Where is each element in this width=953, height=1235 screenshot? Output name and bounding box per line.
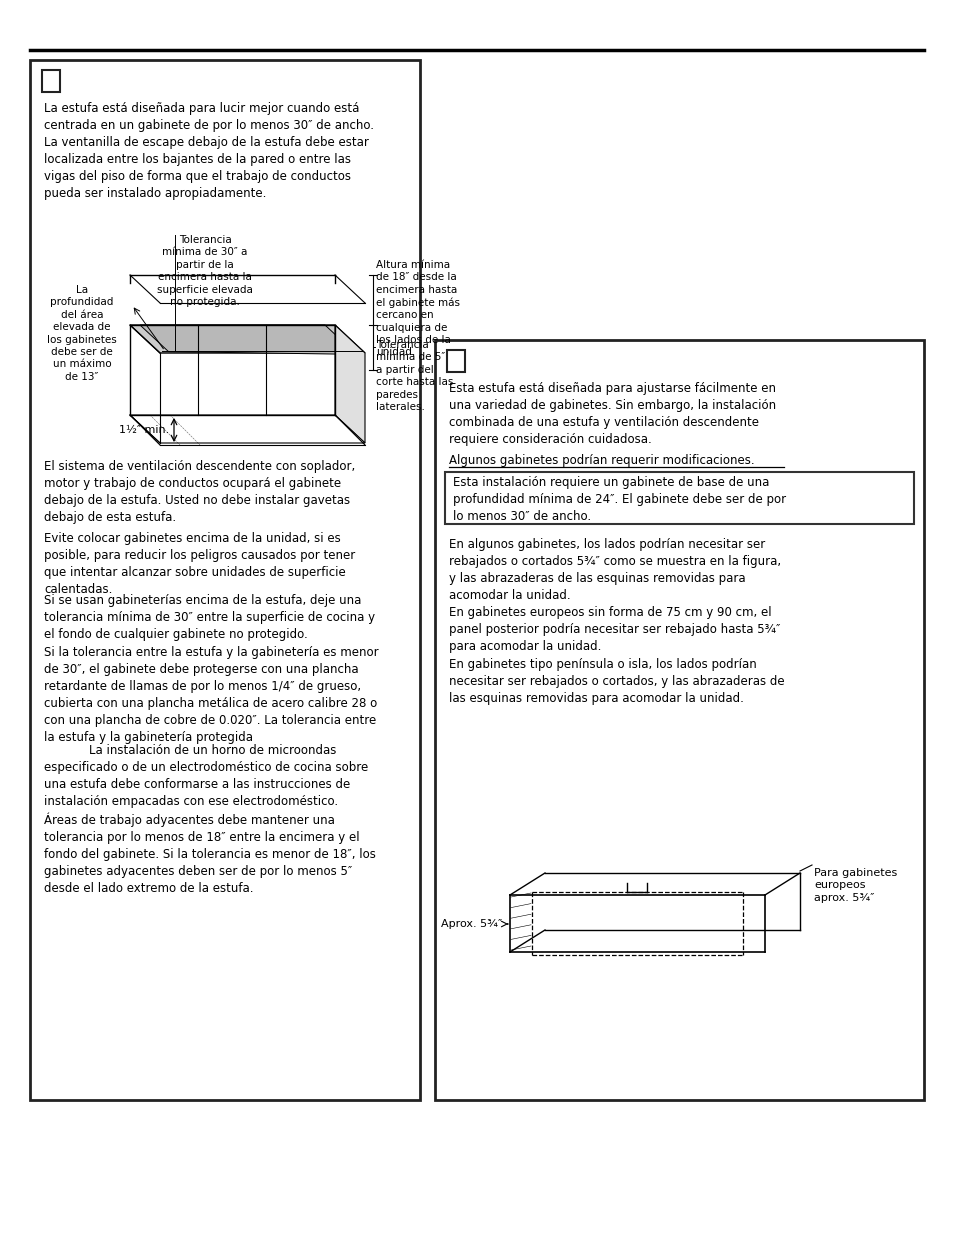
Text: Si se usan gabineterías encima de la estufa, deje una
tolerancia mínima de 30″ e: Si se usan gabineterías encima de la est…	[44, 594, 375, 641]
Text: Esta instalación requiere un gabinete de base de una
profundidad mínima de 24″. : Esta instalación requiere un gabinete de…	[453, 475, 785, 522]
Polygon shape	[140, 325, 356, 354]
Bar	[447, 350, 464, 372]
Bar	[435, 340, 923, 1100]
Polygon shape	[130, 325, 365, 353]
Text: En gabinetes europeos sin forma de 75 cm y 90 cm, el
panel posterior podría nece: En gabinetes europeos sin forma de 75 cm…	[449, 606, 780, 653]
Text: El sistema de ventilación descendente con soplador,
motor y trabajo de conductos: El sistema de ventilación descendente co…	[44, 459, 355, 524]
Text: Altura mínima
de 18″ desde la
encimera hasta
el gabinete más
cercano en
cualquie: Altura mínima de 18″ desde la encimera h…	[375, 261, 459, 357]
Text: En gabinetes tipo península o isla, los lados podrían
necesitar ser rebajados o : En gabinetes tipo península o isla, los …	[449, 658, 783, 705]
Polygon shape	[335, 325, 365, 443]
Text: Evite colocar gabinetes encima de la unidad, si es
posible, para reducir los pel: Evite colocar gabinetes encima de la uni…	[44, 532, 355, 597]
Text: Algunos gabinetes podrían requerir modificaciones.: Algunos gabinetes podrían requerir modif…	[449, 454, 754, 467]
Bar	[444, 472, 913, 524]
Text: 1½″ min.: 1½″ min.	[119, 425, 169, 435]
Text: La
profundidad
del área
elevada de
los gabinetes
debe ser de
un máximo
de 13″: La profundidad del área elevada de los g…	[47, 285, 117, 382]
Text: Si la tolerancia entre la estufa y la gabinetería es menor
de 30″, el gabinete d: Si la tolerancia entre la estufa y la ga…	[44, 646, 378, 743]
Polygon shape	[130, 415, 365, 443]
Text: Tolerancia
mínima de 5″
a partir del
corte hasta las
paredes
laterales.: Tolerancia mínima de 5″ a partir del cor…	[375, 340, 453, 412]
Text: Esta estufa está diseñada para ajustarse fácilmente en
una variedad de gabinetes: Esta estufa está diseñada para ajustarse…	[449, 382, 776, 446]
Text: En algunos gabinetes, los lados podrían necesitar ser
rebajados o cortados 5¾″ c: En algunos gabinetes, los lados podrían …	[449, 538, 781, 601]
Bar	[42, 70, 60, 91]
Text: La instalación de un horno de microondas
especificado o de un electrodoméstico d: La instalación de un horno de microondas…	[44, 743, 375, 895]
Text: La estufa está diseñada para lucir mejor cuando está
centrada en un gabinete de : La estufa está diseñada para lucir mejor…	[44, 103, 374, 200]
Text: Aprox. 5¾″: Aprox. 5¾″	[440, 919, 501, 929]
Bar	[30, 61, 419, 1100]
Text: Para gabinetes
europeos
aprox. 5¾″: Para gabinetes europeos aprox. 5¾″	[813, 868, 897, 903]
Text: Tolerancia
mínima de 30″ a
partir de la
encimera hasta la
superficie elevada
no : Tolerancia mínima de 30″ a partir de la …	[157, 235, 253, 308]
